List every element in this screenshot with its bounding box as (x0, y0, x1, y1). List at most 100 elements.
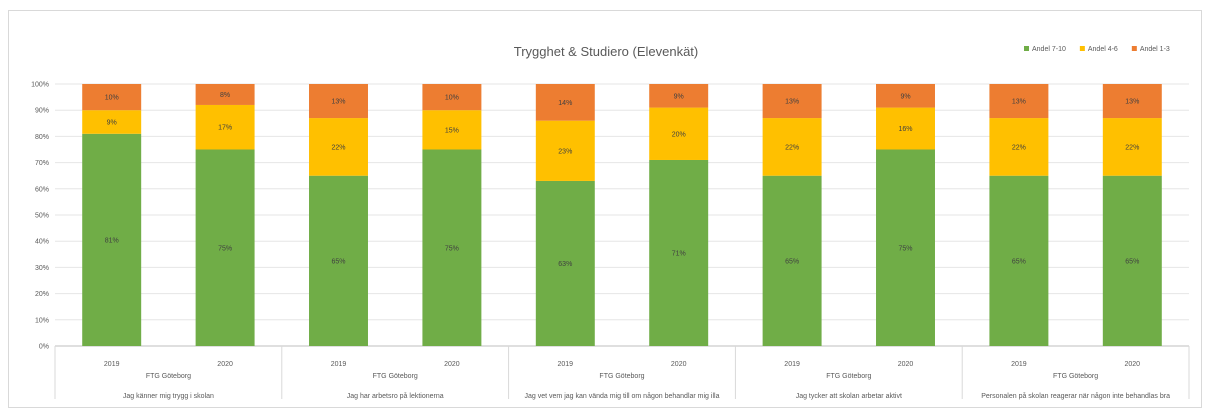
chart-title: Trygghet & Studiero (Elevenkät) (514, 44, 699, 59)
group-label: Personalen på skolan reagerar när någon … (981, 392, 1170, 400)
bar-segment (195, 84, 255, 105)
bar-segment (82, 110, 142, 134)
bar-segment (876, 107, 935, 150)
y-tick-label: 80% (35, 134, 49, 141)
y-tick-label: 90% (35, 108, 49, 115)
bar-segment (422, 84, 482, 111)
data-label: 65% (785, 258, 799, 265)
bar-segment (762, 84, 822, 119)
y-axis: 0% 10% 20% 30% 40% 50% 60% 70% 80% 90% 100% (31, 82, 49, 351)
bar-segment (309, 175, 368, 346)
bar-segment (649, 84, 709, 108)
data-label: 20% (672, 131, 686, 138)
bar-segment (649, 107, 709, 160)
x-tick-label: 2019 (331, 361, 347, 368)
bar-segment (422, 110, 482, 150)
data-label: 13% (1125, 99, 1139, 106)
x-tick-label: 2019 (104, 361, 120, 368)
bar-segment (535, 180, 595, 346)
x-tick-label: 2020 (1125, 361, 1141, 368)
data-label: 23% (558, 148, 572, 155)
data-label: 75% (445, 245, 459, 252)
bar-segment (1102, 118, 1162, 176)
data-label: 13% (331, 99, 345, 106)
bar-segment (989, 118, 1049, 176)
data-label: 17% (218, 125, 232, 132)
group-label: Jag tycker att skolan arbetar aktivt (796, 393, 902, 400)
data-label: 13% (785, 99, 799, 106)
data-label: 8% (220, 92, 230, 99)
bars: 81% 9% 10% 75% 17% 8% 65% 22% 13% 75% 15% 10% 63% 23%… (82, 84, 1162, 346)
data-label: 65% (1125, 258, 1139, 265)
legend: Andel 7-10 Andel 4-6 Andel 1-3 (1024, 46, 1170, 53)
group-label: Jag vet vem jag kan vända mig till om nå… (525, 392, 720, 400)
data-label: 9% (107, 119, 117, 126)
bar-segment (535, 84, 595, 121)
bar-segment (989, 175, 1049, 346)
data-label: 63% (558, 261, 572, 268)
y-tick-label: 60% (35, 186, 49, 193)
chart-svg: Trygghet & Studiero (Elevenkät) Andel 7-… (31, 44, 1190, 400)
bar-segment (762, 175, 822, 346)
x-axis: 2019 2020 2019 2020 2019 2020 2019 2020 2019 2020… (54, 346, 1190, 400)
data-label: 81% (105, 237, 119, 244)
bar-segment (876, 149, 935, 346)
bar-segment (309, 118, 368, 176)
group-label: Jag har arbetsro på lektionerna (347, 392, 444, 400)
x-tick-label: 2020 (444, 361, 460, 368)
bar-segment (535, 120, 595, 181)
legend-label: Andel 1-3 (1140, 46, 1170, 53)
data-label: 16% (898, 126, 912, 133)
data-label: 10% (105, 95, 119, 102)
data-label: 10% (445, 95, 459, 102)
bar-segment (195, 104, 255, 150)
y-tick-label: 40% (35, 239, 49, 246)
data-label: 22% (785, 144, 799, 151)
bar-segment (422, 149, 482, 346)
x-tick-label: 2019 (784, 361, 800, 368)
group-org-label: FTG Göteborg (599, 373, 644, 380)
group-org-label: FTG Göteborg (373, 373, 418, 380)
data-label: 14% (558, 100, 572, 107)
group-label: Jag känner mig trygg i skolan (123, 393, 214, 400)
bar-segment (195, 149, 255, 346)
x-tick-label: 2019 (558, 361, 574, 368)
legend-swatch (1024, 46, 1029, 51)
x-tick-label: 2020 (217, 361, 233, 368)
data-label: 9% (674, 93, 684, 100)
y-tick-label: 30% (35, 265, 49, 272)
y-tick-label: 50% (35, 213, 49, 220)
data-label: 71% (672, 250, 686, 257)
bar-segment (1102, 84, 1162, 119)
chart-frame: Trygghet & Studiero (Elevenkät) Andel 7-… (8, 10, 1202, 408)
bar-segment (82, 133, 142, 346)
y-tick-label: 20% (35, 291, 49, 298)
y-tick-label: 70% (35, 160, 49, 167)
bar-segment (82, 84, 142, 111)
bar-segment (1102, 175, 1162, 346)
data-label: 22% (1125, 144, 1139, 151)
data-label: 22% (331, 144, 345, 151)
data-label: 65% (331, 258, 345, 265)
bar-segment (649, 159, 709, 346)
legend-label: Andel 7-10 (1032, 46, 1066, 53)
data-label: 75% (218, 245, 232, 252)
data-label: 65% (1012, 258, 1026, 265)
bar-segment (762, 118, 822, 176)
y-tick-label: 0% (39, 344, 49, 351)
data-label: 15% (445, 127, 459, 134)
group-org-label: FTG Göteborg (1053, 373, 1098, 380)
data-label: 9% (900, 93, 910, 100)
x-tick-label: 2020 (898, 361, 914, 368)
bar-segment (876, 84, 935, 108)
data-label: 13% (1012, 99, 1026, 106)
legend-label: Andel 4-6 (1088, 46, 1118, 53)
y-tick-label: 10% (35, 317, 49, 324)
bar-segment (309, 84, 368, 119)
x-tick-label: 2019 (1011, 361, 1027, 368)
data-label: 22% (1012, 144, 1026, 151)
y-tick-label: 100% (31, 82, 49, 89)
legend-swatch (1131, 46, 1137, 51)
data-label: 75% (898, 245, 912, 252)
group-org-label: FTG Göteborg (146, 373, 191, 380)
